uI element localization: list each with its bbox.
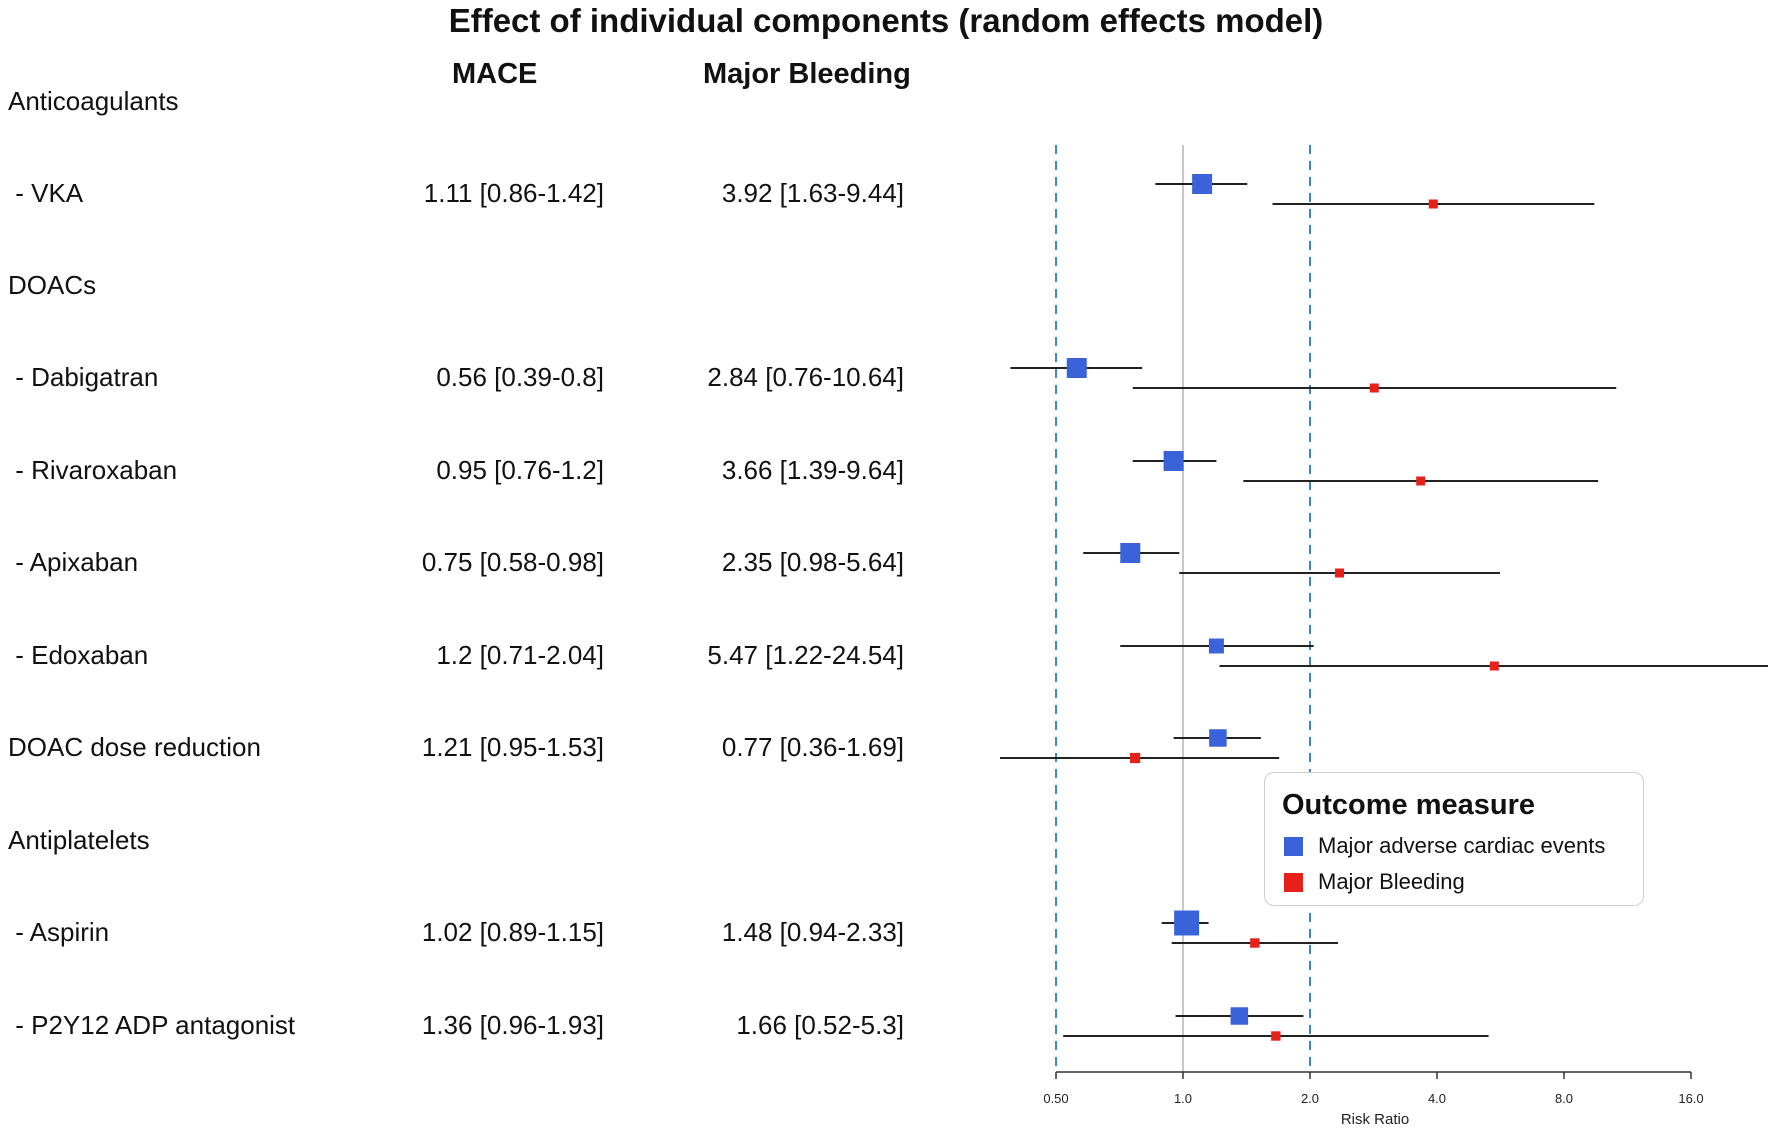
- mace-point: [1230, 1007, 1249, 1025]
- legend-label-mace: Major adverse cardiac events: [1318, 833, 1606, 858]
- mace-point: [1209, 729, 1227, 747]
- x-axis-label: Risk Ratio: [1341, 1111, 1409, 1128]
- mace-point: [1163, 451, 1184, 471]
- bleeding-value: 3.92 [1.63-9.44]: [721, 178, 904, 208]
- bleeding-point: [1416, 476, 1426, 486]
- bleeding-value: 1.48 [0.94-2.33]: [721, 917, 904, 947]
- row-label: - Dabigatran: [8, 362, 159, 392]
- x-tick-label: 16.0: [1678, 1091, 1703, 1106]
- mace-point: [1208, 638, 1224, 654]
- bleeding-value: 2.35 [0.98-5.64]: [721, 547, 904, 577]
- bleeding-value: 5.47 [1.22-24.54]: [707, 640, 904, 670]
- row-label: DOAC dose reduction: [8, 732, 261, 762]
- x-tick-label: 0.50: [1043, 1091, 1068, 1106]
- bleeding-point: [1130, 752, 1141, 764]
- chart-title: Effect of individual components (random …: [448, 2, 1324, 39]
- legend-item-mace: Major adverse cardiac events: [1284, 833, 1605, 859]
- row-label: - Apixaban: [8, 547, 139, 577]
- bleeding-value: 3.66 [1.39-9.64]: [721, 455, 904, 485]
- mace-value: 1.36 [0.96-1.93]: [421, 1010, 604, 1040]
- group-label: DOACs: [8, 270, 97, 300]
- x-tick-label: 2.0: [1301, 1091, 1319, 1106]
- bleeding-value: 2.84 [0.76-10.64]: [707, 362, 904, 392]
- row-label: - Aspirin: [8, 917, 110, 947]
- row-label: - VKA: [8, 178, 84, 208]
- mace-value: 0.56 [0.39-0.8]: [436, 362, 604, 392]
- column-header-bleeding: Major Bleeding: [703, 58, 911, 90]
- mace-value: 0.95 [0.76-1.2]: [436, 455, 604, 485]
- mace-value: 1.11 [0.86-1.42]: [423, 178, 604, 208]
- mace-point: [1120, 543, 1141, 563]
- bleeding-point: [1489, 661, 1499, 671]
- row-label: - Rivaroxaban: [8, 455, 178, 485]
- bleeding-value: 0.77 [0.36-1.69]: [721, 732, 904, 762]
- mace-value: 1.02 [0.89-1.15]: [421, 917, 604, 947]
- legend-swatch-bleeding: [1284, 872, 1303, 892]
- group-label: Antiplatelets: [8, 825, 150, 855]
- row-label: - Edoxaban: [8, 640, 149, 670]
- mace-value: 1.21 [0.95-1.53]: [421, 732, 604, 762]
- mace-value: 0.75 [0.58-0.98]: [421, 547, 604, 577]
- bleeding-point: [1335, 568, 1345, 578]
- bleeding-point: [1369, 383, 1379, 393]
- mace-point: [1192, 174, 1213, 194]
- x-tick-label: 1.0: [1174, 1091, 1192, 1106]
- row-label: - P2Y12 ADP antagonist: [8, 1010, 296, 1040]
- group-label: Anticoagulants: [8, 86, 179, 116]
- mace-value: 1.2 [0.71-2.04]: [436, 640, 604, 670]
- legend: Outcome measure Major adverse cardiac ev…: [1264, 772, 1644, 906]
- bleeding-point: [1271, 1031, 1281, 1041]
- legend-label-bleeding: Major Bleeding: [1318, 869, 1465, 894]
- bleeding-value: 1.66 [0.52-5.3]: [736, 1010, 904, 1040]
- bleeding-point: [1428, 199, 1438, 209]
- mace-point: [1174, 910, 1200, 936]
- x-tick-label: 8.0: [1555, 1091, 1573, 1106]
- legend-title: Outcome measure: [1282, 789, 1536, 821]
- column-header-mace: MACE: [452, 58, 538, 90]
- bleeding-point: [1250, 938, 1260, 948]
- mace-point: [1066, 358, 1087, 378]
- x-tick-label: 4.0: [1428, 1091, 1446, 1106]
- legend-swatch-mace: [1284, 836, 1303, 856]
- legend-item-bleeding: Major Bleeding: [1284, 869, 1465, 895]
